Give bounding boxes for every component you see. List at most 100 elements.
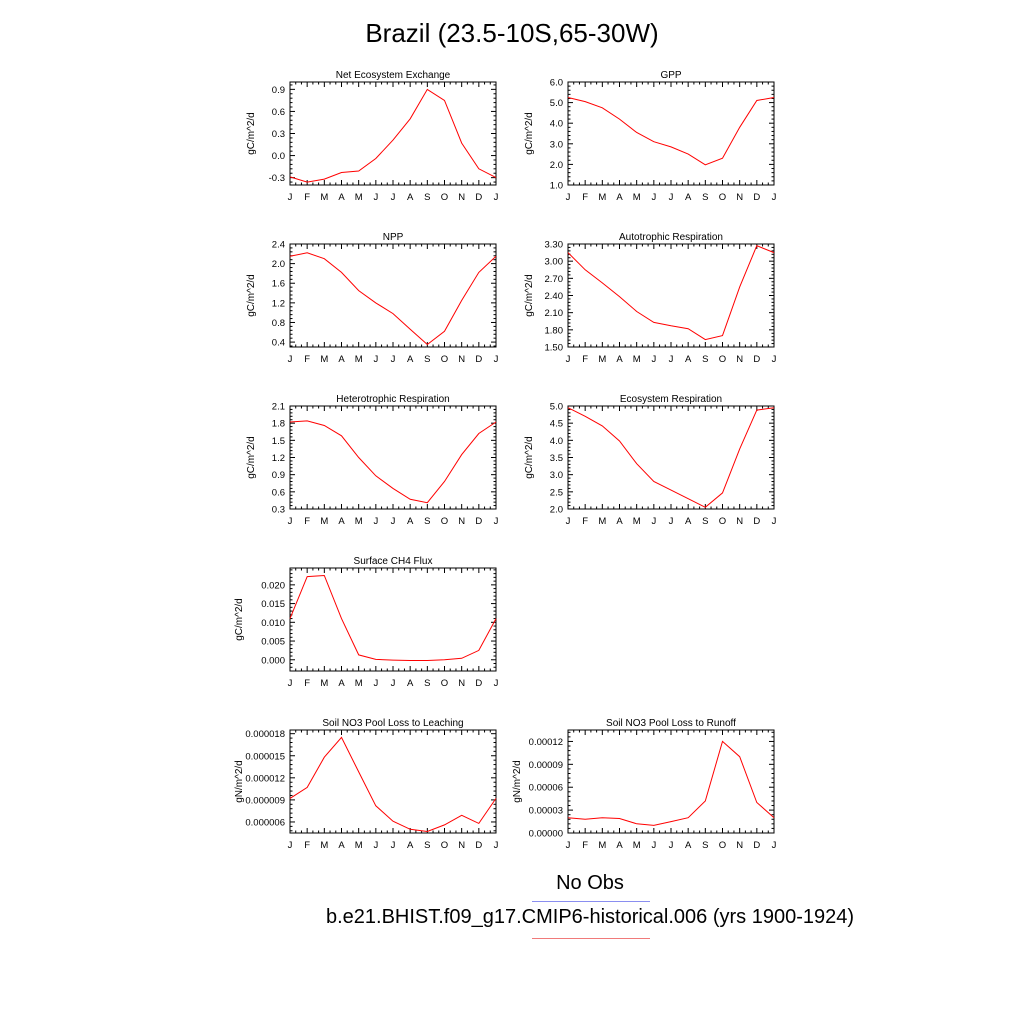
- x-tick-label: M: [598, 192, 606, 203]
- x-tick-label: N: [458, 192, 465, 203]
- y-tick-label: 0.000015: [245, 751, 285, 762]
- x-tick-label: N: [736, 192, 743, 203]
- plot-frame: [289, 405, 497, 510]
- x-tick-label: D: [475, 678, 482, 689]
- x-tick-label: F: [582, 192, 588, 203]
- y-tick-label: 0.000012: [245, 773, 285, 784]
- x-tick-label: D: [475, 840, 482, 851]
- y-tick-label: -0.3: [269, 173, 285, 184]
- y-tick-label: 0.000: [261, 655, 285, 666]
- legend-case-label: b.e21.BHIST.f09_g17.CMIP6-historical.006…: [325, 906, 855, 928]
- x-tick-label: N: [736, 354, 743, 365]
- x-tick-label: J: [669, 516, 674, 527]
- x-tick-label: A: [616, 516, 623, 527]
- y-tick-label: 4.0: [550, 436, 563, 447]
- y-tick-label: 1.80: [545, 325, 564, 336]
- y-tick-label: 0.000006: [245, 817, 285, 828]
- x-tick-label: J: [651, 192, 656, 203]
- y-tick-label: 1.2: [272, 298, 285, 309]
- x-tick-label: D: [475, 192, 482, 203]
- y-axis-label: gC/m^2/d: [524, 436, 535, 479]
- plot-frame: [567, 243, 775, 348]
- x-tick-label: D: [753, 192, 760, 203]
- y-tick-label: 3.0: [550, 139, 563, 150]
- y-tick-label: 0.00009: [529, 760, 563, 771]
- x-tick-label: M: [320, 678, 328, 689]
- y-tick-label: 1.5: [272, 436, 285, 447]
- x-tick-label: A: [338, 840, 345, 851]
- x-tick-label: M: [320, 840, 328, 851]
- x-tick-label: M: [633, 840, 641, 851]
- y-tick-label: 2.40: [545, 291, 564, 302]
- y-tick-label: 1.8: [272, 419, 285, 430]
- x-tick-label: M: [598, 516, 606, 527]
- y-tick-label: 3.5: [550, 453, 563, 464]
- x-tick-label: J: [288, 354, 293, 365]
- x-tick-label: J: [669, 840, 674, 851]
- x-tick-label: S: [424, 354, 430, 365]
- x-tick-label: J: [669, 192, 674, 203]
- x-tick-label: A: [685, 840, 692, 851]
- y-axis-label: gC/m^2/d: [524, 112, 535, 155]
- x-tick-label: J: [373, 354, 378, 365]
- x-tick-label: D: [753, 354, 760, 365]
- x-tick-label: A: [338, 516, 345, 527]
- x-tick-label: M: [320, 192, 328, 203]
- y-axis-label: gC/m^2/d: [524, 274, 535, 317]
- x-tick-label: A: [685, 516, 692, 527]
- y-tick-label: 3.0: [550, 470, 563, 481]
- figure-title: Brazil (23.5-10S,65-30W): [365, 18, 659, 48]
- series-line: [567, 407, 775, 508]
- x-tick-label: J: [651, 354, 656, 365]
- y-axis-label: gN/m^2/d: [234, 760, 245, 803]
- panel-title: Soil NO3 Pool Loss to Runoff: [606, 718, 736, 729]
- plot-frame: [289, 729, 497, 834]
- x-tick-label: A: [338, 678, 345, 689]
- x-tick-label: O: [719, 354, 726, 365]
- x-tick-label: A: [616, 354, 623, 365]
- x-tick-label: A: [407, 678, 414, 689]
- x-tick-label: J: [391, 192, 396, 203]
- plot-frame: [567, 405, 775, 510]
- x-tick-label: J: [566, 840, 571, 851]
- x-tick-label: D: [753, 516, 760, 527]
- y-tick-label: 2.0: [272, 259, 285, 270]
- x-tick-label: J: [288, 516, 293, 527]
- x-tick-label: A: [685, 354, 692, 365]
- y-tick-label: 0.010: [261, 618, 285, 629]
- x-tick-label: N: [736, 840, 743, 851]
- x-tick-label: A: [407, 516, 414, 527]
- x-tick-label: J: [651, 516, 656, 527]
- x-tick-label: S: [424, 678, 430, 689]
- y-tick-label: 4.5: [550, 419, 563, 430]
- x-tick-label: M: [598, 840, 606, 851]
- legend-obs-line: [532, 901, 650, 902]
- series-line: [289, 420, 497, 504]
- plot-frame: [289, 81, 497, 186]
- x-tick-label: O: [441, 840, 448, 851]
- y-tick-label: 3.00: [545, 257, 564, 268]
- legend-obs-label: No Obs: [556, 872, 624, 894]
- x-tick-label: A: [407, 192, 414, 203]
- x-tick-label: O: [441, 678, 448, 689]
- x-tick-label: A: [685, 192, 692, 203]
- x-tick-label: M: [633, 354, 641, 365]
- x-tick-label: J: [494, 840, 499, 851]
- y-tick-label: 0.020: [261, 580, 285, 591]
- y-tick-label: 0.00012: [529, 737, 563, 748]
- y-tick-label: 0.9: [272, 470, 285, 481]
- y-tick-label: 0.9: [272, 85, 285, 96]
- x-tick-label: O: [441, 192, 448, 203]
- panel-title: Net Ecosystem Exchange: [336, 70, 451, 81]
- y-tick-label: 0.00006: [529, 783, 563, 794]
- y-tick-label: 0.3: [272, 129, 285, 140]
- x-tick-label: M: [598, 354, 606, 365]
- x-tick-label: S: [424, 192, 430, 203]
- x-tick-label: J: [669, 354, 674, 365]
- plot-frame: [567, 81, 775, 186]
- panel-title: Ecosystem Respiration: [620, 394, 722, 405]
